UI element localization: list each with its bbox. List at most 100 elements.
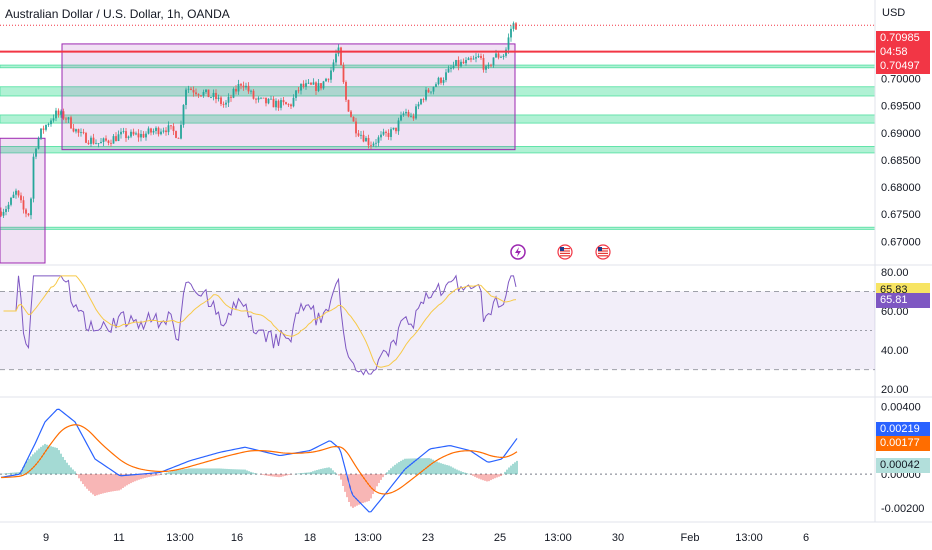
candle-body	[25, 209, 27, 214]
candle-body	[432, 86, 435, 92]
candle-body	[0, 211, 2, 216]
candle-body	[32, 156, 35, 199]
candle-body	[215, 92, 217, 100]
candle-body	[437, 77, 440, 85]
time-tick-label: 16	[231, 532, 243, 544]
candle-body	[15, 190, 17, 195]
time-tick-label: 13:00	[166, 532, 194, 544]
candle-body	[387, 132, 390, 137]
candle-body	[415, 106, 417, 119]
candle-body	[365, 137, 367, 142]
candle-body	[402, 113, 405, 116]
candle-body	[145, 133, 147, 138]
candle-body	[400, 115, 402, 121]
time-tick-label: 18	[304, 532, 316, 544]
candle-body	[367, 137, 370, 146]
time-tick-label: 11	[113, 532, 124, 544]
candle-body	[62, 111, 65, 119]
candle-body	[112, 136, 115, 144]
candle-body	[477, 55, 480, 58]
candle-body	[375, 142, 377, 144]
candle-body	[282, 100, 285, 103]
candle-body	[265, 97, 267, 104]
candle-body	[425, 89, 427, 100]
flag-stripe	[560, 250, 570, 252]
candle-body	[287, 104, 290, 106]
candle-body	[312, 82, 315, 85]
candle-body	[22, 200, 25, 210]
candle-body	[505, 49, 507, 56]
candle-body	[195, 92, 197, 95]
candle-body	[175, 131, 177, 138]
candle-body	[510, 28, 512, 38]
candle-body	[222, 103, 225, 105]
time-tick-label: 30	[612, 532, 624, 544]
candle-body	[267, 98, 270, 104]
candle-body	[137, 133, 140, 138]
candle-body	[235, 88, 237, 92]
candle-body	[435, 84, 437, 87]
candle-body	[405, 111, 407, 114]
time-tick-label: 13:00	[544, 532, 572, 544]
candle-body	[227, 96, 230, 103]
candle-body	[55, 110, 57, 119]
candle-body	[120, 131, 122, 135]
candle-body	[440, 77, 442, 83]
candle-body	[147, 128, 150, 134]
candle-body	[177, 137, 180, 139]
candle-body	[475, 57, 477, 59]
candle-body	[290, 104, 292, 107]
candle-body	[17, 190, 20, 196]
candle-body	[337, 47, 340, 54]
candle-body	[172, 126, 175, 132]
candle-body	[305, 83, 307, 87]
candle-body	[285, 102, 287, 105]
candle-body	[452, 65, 455, 69]
candle-body	[255, 98, 257, 100]
price-tick-label: 0.68500	[881, 155, 921, 167]
rsi-ma-line	[3, 275, 517, 368]
candle-body	[407, 111, 410, 117]
candle-body	[152, 130, 155, 133]
candle-body	[382, 131, 385, 135]
candle-body	[385, 131, 387, 133]
candle-body	[57, 110, 60, 115]
candle-body	[180, 124, 182, 139]
candle-body	[272, 98, 275, 108]
candle-body	[472, 58, 475, 60]
candle-body	[277, 100, 280, 108]
candle-body	[325, 78, 327, 82]
price-tick-label: 0.70000	[881, 74, 921, 86]
candle-body	[190, 88, 192, 90]
time-tick-label: 9	[43, 532, 49, 544]
candle-body	[125, 131, 127, 139]
candle-body	[205, 89, 207, 93]
candle-body	[115, 136, 117, 141]
candle-body	[237, 84, 240, 92]
currency-label: USD	[882, 7, 906, 19]
candle-body	[342, 65, 345, 83]
candle-body	[212, 92, 215, 98]
candle-body	[422, 99, 425, 100]
candle-body	[417, 104, 420, 107]
candle-body	[225, 102, 227, 105]
candle-body	[20, 195, 22, 201]
support-zone	[0, 226, 876, 230]
candle-body	[487, 64, 490, 67]
price-candles	[0, 21, 517, 220]
candle-body	[97, 143, 100, 144]
candle-body	[357, 133, 360, 136]
candle-body	[107, 140, 110, 143]
candle-body	[392, 127, 395, 130]
candle-body	[162, 130, 165, 132]
time-tick-label: 6	[803, 532, 809, 544]
lightning-glyph	[515, 247, 521, 257]
candle-body	[105, 138, 107, 141]
candle-body	[322, 81, 325, 89]
candle-body	[430, 91, 432, 93]
candle-body	[502, 55, 505, 57]
candle-body	[457, 60, 460, 67]
candle-body	[350, 111, 352, 117]
price-tick-label: 0.69000	[881, 128, 921, 140]
